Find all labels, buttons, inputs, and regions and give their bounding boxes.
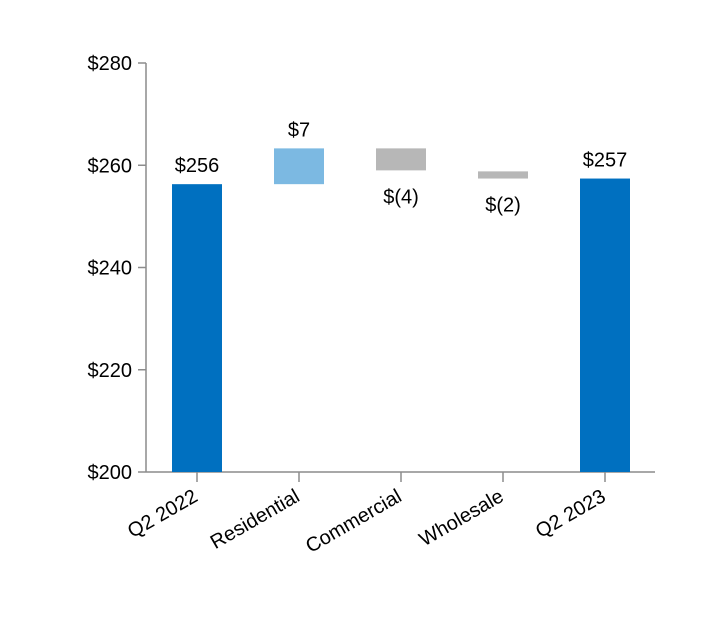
data-label: $(2) (485, 195, 521, 217)
x-tick-label: Q2 2022 (124, 485, 201, 542)
x-tick-label: Residential (207, 485, 304, 554)
x-tick-label: Q2 2023 (532, 485, 609, 542)
bar-q2-2023 (580, 178, 630, 473)
bar-commercial (376, 148, 426, 171)
y-tick-label: $200 (88, 462, 133, 484)
data-label: $7 (288, 119, 310, 141)
y-tick-label: $240 (88, 258, 133, 280)
data-label: $257 (583, 150, 628, 172)
bar-q2-2022 (172, 184, 222, 472)
bar-residential (274, 148, 324, 185)
y-tick-label: $280 (88, 53, 133, 75)
data-label: $(4) (383, 186, 419, 208)
data-label: $256 (175, 155, 220, 177)
y-tick-label: $260 (88, 155, 133, 177)
x-tick-label: Commercial (302, 485, 405, 557)
x-tick-label: Wholesale (416, 485, 508, 551)
bar-wholesale (478, 171, 528, 179)
y-tick-label: $220 (88, 360, 133, 382)
plot-area: $200 $220 $240 $260 $280 Q2 2022 $256 Residenti… (88, 53, 655, 558)
